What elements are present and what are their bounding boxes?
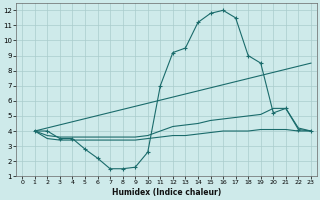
X-axis label: Humidex (Indice chaleur): Humidex (Indice chaleur)	[112, 188, 221, 197]
